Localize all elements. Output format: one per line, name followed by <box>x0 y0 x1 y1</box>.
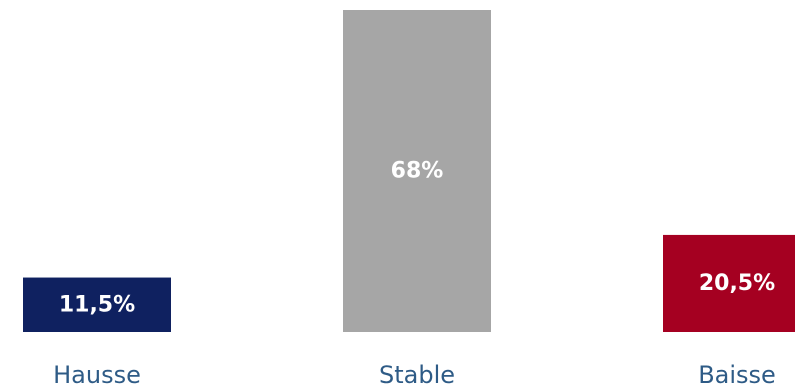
bars-group <box>23 10 795 332</box>
bar-value-label-stable: 68% <box>391 159 444 184</box>
category-label-stable: Stable <box>379 361 455 389</box>
bar-stable <box>343 10 491 332</box>
bar-value-label-hausse: 11,5% <box>59 292 135 317</box>
bar-baisse <box>663 234 795 332</box>
category-label-hausse: Hausse <box>53 361 141 389</box>
bar-value-label-baisse: 20,5% <box>699 271 775 296</box>
category-labels: Hausse Stable Baisse <box>53 361 776 389</box>
bar-value-labels: 11,5% 68% 20,5% <box>59 159 775 318</box>
category-label-baisse: Baisse <box>698 361 776 389</box>
bar-hausse <box>23 277 171 332</box>
